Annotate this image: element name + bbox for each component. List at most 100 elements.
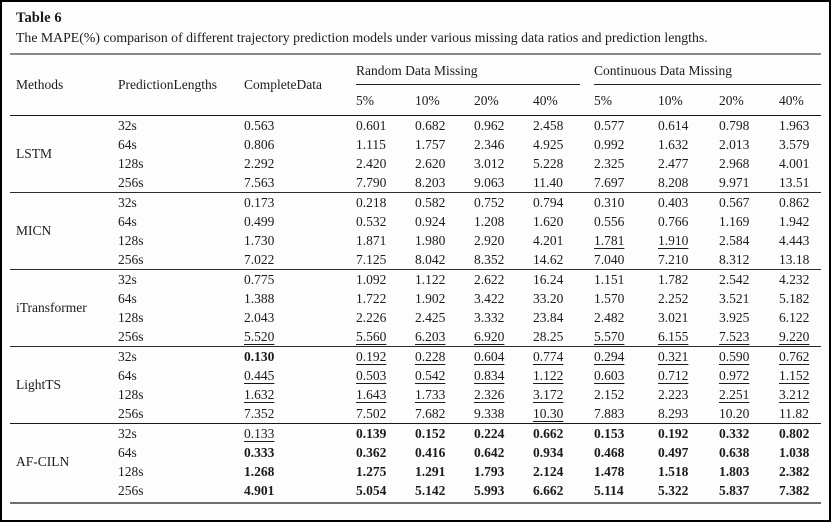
bottom-rule [10,502,821,504]
value-cell: 1.518 [658,463,689,479]
value-cell: 0.604 [474,348,505,364]
value-cell: 0.577 [594,117,625,133]
value-cell: 0.567 [719,194,750,210]
value-cell: 3.925 [719,309,750,325]
table-row: 256s 5.520 5.560 6.203 6.920 28.25 5.570 6.155 7… [10,327,821,347]
value-cell: 1.038 [779,444,810,460]
value-cell: 4.201 [533,232,564,248]
value-cell: 0.332 [719,425,750,441]
value-cell: 7.040 [594,251,625,267]
table-row: 64s 1.388 1.722 1.902 3.422 33.20 1.570 2.252 3.… [10,289,821,308]
value-cell: 5.322 [658,482,689,498]
value-cell: 8.312 [719,251,750,267]
value-cell: 1.980 [415,232,446,248]
col-header-complete-data: CompleteData [244,77,322,92]
value-cell: 0.321 [658,348,689,364]
value-cell: 4.443 [779,232,810,248]
value-cell: 5.520 [244,328,275,344]
value-cell: 1.910 [658,232,689,248]
value-cell: 1.722 [356,290,387,306]
value-cell: 8.042 [415,251,446,267]
prediction-length: 128s [118,155,144,171]
value-cell: 0.532 [356,213,387,229]
table-row: LightTS 32s 0.130 0.192 0.228 0.604 0.774 0.294… [10,347,821,393]
col-header-continuous-20: 20% [719,93,744,108]
value-cell: 1.151 [594,271,625,287]
value-cell: 1.632 [658,136,689,152]
value-cell: 0.962 [474,117,505,133]
col-header-random-10: 10% [415,93,440,108]
value-cell: 7.382 [779,482,810,498]
value-cell: 5.837 [719,482,750,498]
value-cell: 6.662 [533,482,564,498]
value-cell: 0.603 [594,367,625,383]
value-cell: 0.806 [244,136,275,152]
value-cell: 7.883 [594,405,625,421]
value-cell: 2.458 [533,117,564,133]
value-cell: 5.142 [415,482,446,498]
value-cell: 1.620 [533,213,564,229]
col-header-random-40: 40% [533,93,558,108]
value-cell: 3.579 [779,136,810,152]
value-cell: 8.352 [474,251,505,267]
value-cell: 1.793 [474,463,505,479]
value-cell: 1.963 [779,117,810,133]
value-cell: 1.122 [533,367,564,383]
value-cell: 0.310 [594,194,625,210]
value-cell: 1.942 [779,213,810,229]
top-rule [10,53,821,55]
value-cell: 10.30 [533,405,564,421]
method-group-lstm: LSTM 32s 0.563 0.601 0.682 0.962 2.458 0.577 0.6… [10,115,821,193]
value-cell: 0.682 [415,117,446,133]
table-row: 128s 1.730 1.871 1.980 2.920 4.201 1.781 1.910 2… [10,231,821,250]
data-table: Methods PredictionLengths CompleteData R… [10,55,821,500]
value-cell: 3.332 [474,309,505,325]
method-name: AF-CILN [16,454,70,469]
value-cell: 0.497 [658,444,689,460]
value-cell: 6.920 [474,328,505,344]
value-cell: 4.001 [779,155,810,171]
value-cell: 13.18 [779,251,810,267]
prediction-length: 32s [118,194,137,210]
value-cell: 5.054 [356,482,387,498]
prediction-length: 64s [118,136,137,152]
table-row: 64s 0.499 0.532 0.924 1.208 1.620 0.556 0.766 1.… [10,212,821,231]
value-cell: 0.403 [658,194,689,210]
value-cell: 7.523 [719,328,750,344]
table-row: iTransformer 32s 0.775 1.092 1.122 2.622 16.24… [10,270,821,316]
prediction-length: 256s [118,174,144,190]
value-cell: 0.802 [779,425,810,441]
method-group-lightts: LightTS 32s 0.130 0.192 0.228 0.604 0.774 0.294… [10,346,821,424]
table-row: 64s 0.333 0.362 0.416 0.642 0.934 0.468 0.497 0.… [10,443,821,462]
value-cell: 2.226 [356,309,387,325]
value-cell: 2.620 [415,155,446,171]
table-row: 256s 4.901 5.054 5.142 5.993 6.662 5.114 5.322 5… [10,481,821,500]
value-cell: 0.862 [779,194,810,210]
table-row: 128s 1.632 1.643 1.733 2.326 3.172 2.152 2.223 2… [10,385,821,404]
value-cell: 4.232 [779,271,810,287]
value-cell: 4.925 [533,136,564,152]
value-cell: 1.169 [719,213,750,229]
prediction-length: 128s [118,309,144,325]
value-cell: 0.445 [244,367,275,383]
prediction-length: 64s [118,290,137,306]
value-cell: 0.133 [244,425,275,441]
value-cell: 7.352 [244,405,275,421]
value-cell: 2.420 [356,155,387,171]
value-cell: 0.601 [356,117,387,133]
value-cell: 0.416 [415,444,446,460]
value-cell: 1.092 [356,271,387,287]
value-cell: 2.325 [594,155,625,171]
value-cell: 2.043 [244,309,275,325]
table-row: 128s 1.268 1.275 1.291 1.793 2.124 1.478 1.518 1… [10,462,821,481]
value-cell: 23.84 [533,309,564,325]
value-cell: 3.021 [658,309,689,325]
table-row: MICN 32s 0.173 0.218 0.582 0.752 0.794 0.310 0.4… [10,193,821,239]
value-cell: 0.972 [719,367,750,383]
value-cell: 11.82 [779,405,809,421]
value-cell: 10.20 [719,405,750,421]
value-cell: 1.115 [356,136,386,152]
value-cell: 7.790 [356,174,387,190]
table-header: Methods PredictionLengths CompleteData R… [10,55,821,116]
table-row: LSTM 32s 0.563 0.601 0.682 0.962 2.458 0.577 0.6… [10,116,821,162]
